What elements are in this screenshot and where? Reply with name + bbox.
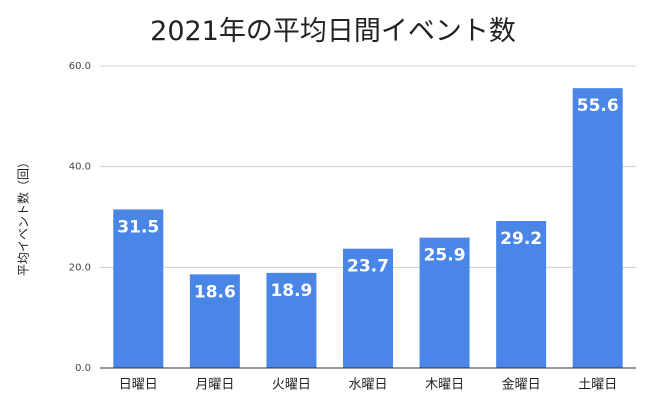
x-tick-label: 月曜日 [195,378,234,393]
x-tick-label: 金曜日 [502,377,541,393]
data-label: 29.2 [500,229,542,249]
data-label: 18.6 [194,282,236,302]
bars [113,88,623,368]
y-tick-label: 20.0 [69,262,91,273]
y-tick-label: 60.0 [69,61,91,72]
y-tick-label: 40.0 [69,162,91,173]
data-label: 31.5 [117,217,159,237]
y-axis-label: 平均イベント数（回） [16,156,31,276]
x-tick-label: 土曜日 [578,378,617,393]
x-tick-label: 火曜日 [272,378,311,393]
y-axis-ticks: 0.0 20.0 40.0 60.0 [69,61,91,374]
bar [419,237,470,368]
gridlines [100,65,636,268]
bar [496,221,547,368]
x-tick-label: 水曜日 [348,378,387,393]
y-tick-label: 0.0 [75,363,91,374]
bar [343,248,393,368]
x-axis-ticks: 日曜日 月曜日 火曜日 水曜日 木曜日 金曜日 土曜日 [119,377,617,393]
chart-title: 2021年の平均日間イベント数 [150,16,516,47]
x-tick-label: 日曜日 [119,378,158,393]
bar [189,274,240,368]
data-label: 25.9 [424,246,466,266]
data-labels: 31.5 18.6 18.9 23.7 25.9 29.2 55.6 [117,96,618,302]
bar [113,209,164,368]
data-label: 23.7 [347,257,389,277]
data-label: 55.6 [577,96,619,116]
bar [266,272,317,368]
bar [572,88,623,368]
data-label: 18.9 [270,281,312,301]
x-tick-label: 木曜日 [425,378,464,393]
